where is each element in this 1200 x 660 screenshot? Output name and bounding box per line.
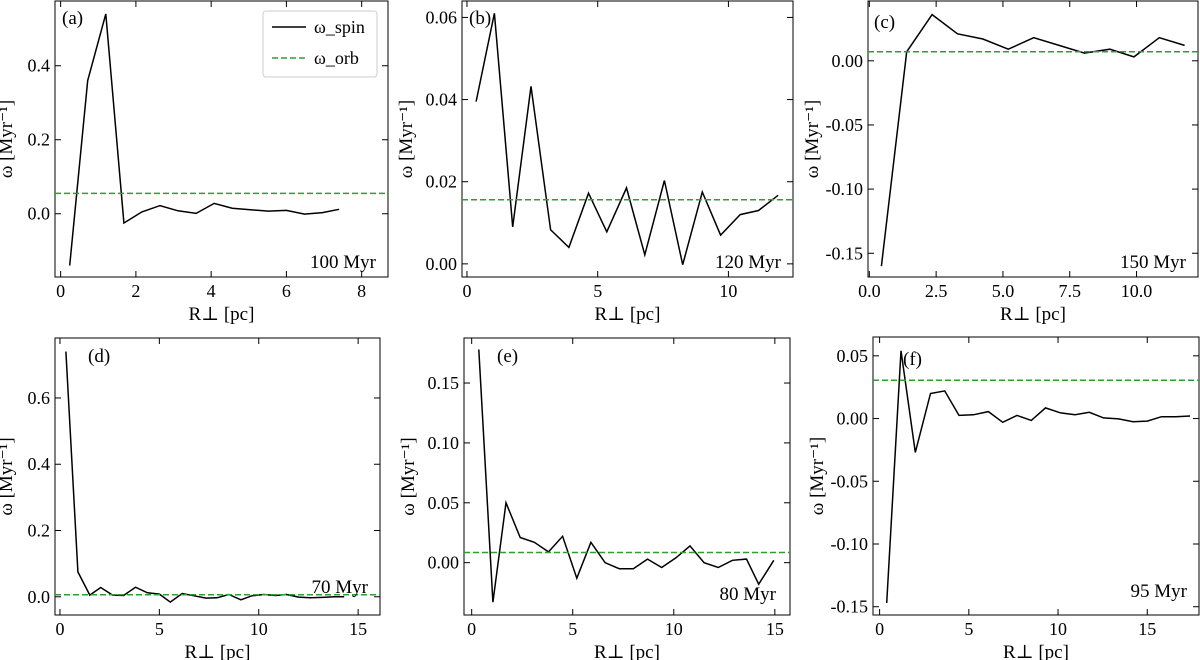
legend-entry: ω_spin <box>314 17 365 37</box>
panel-label: (b) <box>469 8 491 29</box>
x-tick-label: 0 <box>55 619 64 639</box>
y-tick-label: 0.05 <box>428 493 460 513</box>
plot-frame <box>54 337 381 616</box>
x-tick-label: 15 <box>766 619 784 639</box>
x-axis-label: R⊥ [pc] <box>189 304 255 325</box>
x-tick-label: 10 <box>665 619 683 639</box>
x-tick-label: 0 <box>56 281 65 301</box>
x-tick-label: 5 <box>593 281 602 301</box>
x-tick-label: 7.5 <box>1058 281 1081 301</box>
y-tick-label: 0.00 <box>426 254 458 274</box>
panel-label: (f) <box>903 349 922 370</box>
plot-frame <box>461 0 794 278</box>
y-tick-label: 0.00 <box>428 553 460 573</box>
y-axis-label: ω [Myr⁻¹] <box>0 100 17 178</box>
panel-label: (a) <box>62 8 83 29</box>
x-tick-label: 15 <box>349 619 367 639</box>
y-axis-label: ω [Myr⁻¹] <box>807 437 828 515</box>
x-axis-label: R⊥ [pc] <box>1003 642 1069 660</box>
y-tick-label: 0.0 <box>28 587 51 607</box>
y-tick-label: 0.0 <box>28 204 51 224</box>
y-tick-label: 0.2 <box>28 521 51 541</box>
x-tick-label: 8 <box>357 281 366 301</box>
y-tick-label: 0.02 <box>426 172 458 192</box>
y-tick-label: 0.00 <box>837 409 869 429</box>
y-tick-label: -0.05 <box>831 471 869 491</box>
time-annotation: 100 Myr <box>310 252 377 273</box>
x-tick-label: 5.0 <box>992 281 1015 301</box>
y-axis-label: ω [Myr⁻¹] <box>0 437 17 515</box>
x-tick-label: 6 <box>282 281 291 301</box>
panel-b: 0 5 10 0.00 0.02 0.04 0.06 R⊥ [pc] ω [Myr⁻¹] (b) 1… <box>396 0 794 325</box>
x-tick-label: 10 <box>250 619 268 639</box>
plot-frame <box>872 336 1200 616</box>
x-tick-label: 5 <box>568 619 577 639</box>
time-annotation: 70 Myr <box>312 577 369 598</box>
y-tick-label: 0.15 <box>428 373 460 393</box>
x-tick-label: 5 <box>964 619 973 639</box>
y-tick-label: -0.10 <box>831 534 869 554</box>
omega-spin-line <box>65 351 345 604</box>
legend-entry: ω_orb <box>314 48 359 68</box>
panel-e: 0 5 10 15 0.00 0.05 0.10 0.15 R⊥ [pc] ω [Myr⁻¹] (e… <box>398 337 791 660</box>
x-tick-label: 15 <box>1138 619 1156 639</box>
y-tick-label: 0.6 <box>28 388 51 408</box>
x-tick-label: 10 <box>1049 619 1067 639</box>
y-axis-label: ω [Myr⁻¹] <box>396 100 417 178</box>
y-tick-label: 0.05 <box>837 346 869 366</box>
x-axis-label: R⊥ [pc] <box>595 304 661 325</box>
omega-spin-line <box>68 13 340 266</box>
time-annotation: 120 Myr <box>715 252 782 273</box>
time-annotation: 150 Myr <box>1120 252 1187 273</box>
x-tick-label: 2 <box>131 281 140 301</box>
panel-label: (e) <box>497 346 518 367</box>
x-tick-label: 0 <box>875 619 884 639</box>
legend: ω_spin ω_orb <box>262 10 378 78</box>
x-axis-label: R⊥ [pc] <box>1000 304 1066 325</box>
panel-d: 0 5 10 15 0.0 0.2 0.4 0.6 R⊥ [pc] ω [Myr⁻¹] (d) 70 … <box>0 337 381 660</box>
omega-spin-line <box>880 13 1185 267</box>
y-tick-label: -0.05 <box>826 115 864 135</box>
y-tick-label: 0.2 <box>28 130 51 150</box>
x-tick-label: 10 <box>719 281 737 301</box>
x-tick-label: 0 <box>462 281 471 301</box>
time-annotation: 95 Myr <box>1131 581 1188 602</box>
x-tick-label: 0.0 <box>858 281 881 301</box>
omega-spin-line <box>475 13 779 265</box>
x-tick-label: 5 <box>155 619 164 639</box>
y-tick-label: 0.4 <box>28 454 51 474</box>
panel-label: (d) <box>88 346 110 367</box>
y-axis-label: ω [Myr⁻¹] <box>398 437 419 515</box>
panel-a: 0 2 4 6 8 0.0 0.2 0.4 R⊥ [pc] ω [Myr⁻¹] (a) 100 Myr… <box>0 0 389 325</box>
y-tick-label: 0.00 <box>832 51 864 71</box>
panel-f: 0 5 10 15 -0.15 -0.10 -0.05 0.00 0.05 R⊥ [pc] ω [M… <box>807 336 1200 660</box>
x-tick-label: 0 <box>467 619 476 639</box>
y-tick-label: 0.06 <box>426 7 458 27</box>
x-tick-label: 2.5 <box>925 281 948 301</box>
panel-c: 0.0 2.5 5.0 7.5 10.0 -0.15 -0.10 -0.05 0.00 R⊥ [p… <box>802 0 1199 325</box>
plot-frame <box>867 0 1199 278</box>
x-tick-label: 10.0 <box>1121 281 1153 301</box>
omega-spin-line <box>885 350 1191 604</box>
x-tick-label: 4 <box>207 281 216 301</box>
y-tick-label: -0.15 <box>831 597 869 617</box>
panel-label: (c) <box>874 12 895 33</box>
time-annotation: 80 Myr <box>720 584 777 605</box>
x-axis-label: R⊥ [pc] <box>185 642 251 660</box>
y-tick-label: 0.04 <box>426 90 458 110</box>
y-axis-label: ω [Myr⁻¹] <box>802 100 823 178</box>
plot-frame <box>54 0 389 278</box>
x-axis-label: R⊥ [pc] <box>594 642 660 660</box>
y-tick-label: -0.15 <box>826 243 864 263</box>
y-tick-label: -0.10 <box>826 179 864 199</box>
y-tick-label: 0.4 <box>28 56 51 76</box>
y-tick-label: 0.10 <box>428 433 460 453</box>
plot-frame <box>463 337 791 616</box>
omega-spin-line <box>478 349 775 603</box>
